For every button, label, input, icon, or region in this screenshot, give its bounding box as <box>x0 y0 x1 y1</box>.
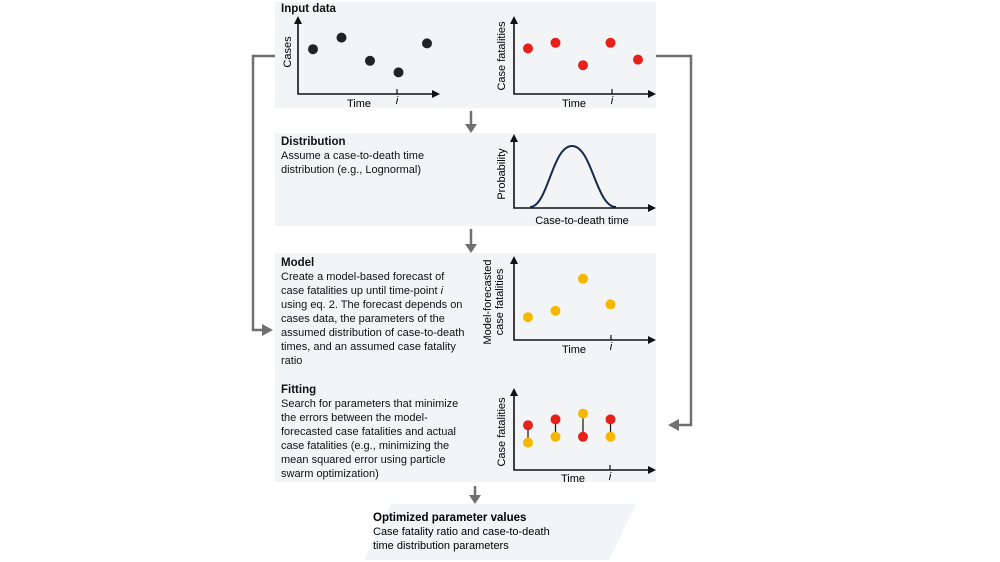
actual-fatality-point <box>605 414 616 425</box>
output-body-line2: time distribution parameters <box>373 540 509 552</box>
distribution-body: Assume a case-to-death time distribution… <box>281 150 425 176</box>
model-ylabel-line1: Model-forecasted <box>482 260 494 345</box>
model-title: Model <box>281 257 315 269</box>
forecast-fatality-point <box>578 408 588 419</box>
model-ylabel-line2: case fatalities <box>494 268 506 335</box>
arrowhead <box>469 495 481 504</box>
forecast-fatality-point <box>550 431 561 442</box>
connector-lines <box>251 54 693 496</box>
fatalities-data-point <box>578 60 588 71</box>
cases-data-point <box>365 55 375 66</box>
fatalities-axes <box>513 22 650 95</box>
forecast-data-point <box>605 299 616 310</box>
fitting-tick-i: i <box>609 471 612 483</box>
arrowhead <box>465 244 477 253</box>
cases-data-point <box>308 44 318 55</box>
fatalities-tick-i: i <box>611 95 614 107</box>
fatalities-data-point <box>605 37 616 48</box>
lognormal-curve <box>529 144 617 208</box>
arrowhead <box>668 419 679 431</box>
forecast-data-point <box>578 273 588 284</box>
fatalities-data-point <box>633 54 643 65</box>
actual-fatality-point <box>578 431 588 442</box>
cases-tick-i: i <box>396 95 399 107</box>
output-title: Optimized parameter values <box>373 512 526 524</box>
input-data-panel <box>275 2 656 108</box>
cases-ylabel: Cases <box>282 36 294 68</box>
fitting-ylabel: Case fatalities <box>496 397 508 467</box>
fatalities-dots <box>523 37 643 71</box>
fatalities-xlabel: Time <box>562 98 586 110</box>
arrowhead <box>262 324 273 336</box>
input-data-title: Input data <box>281 3 336 15</box>
model-axes <box>513 262 650 341</box>
distribution-title: Distribution <box>281 136 346 148</box>
cases-data-point <box>393 67 404 78</box>
distribution-panel <box>275 133 656 226</box>
actual-fatality-point <box>523 420 533 431</box>
cases-xlabel: Time <box>347 98 371 110</box>
fitting-xlabel: Time <box>561 473 585 485</box>
cases-dots <box>308 32 432 78</box>
distribution-xlabel: Case-to-death time <box>535 215 629 227</box>
forecast-data-point <box>523 312 533 323</box>
actual-fatality-point <box>550 414 561 425</box>
fitting-title: Fitting <box>281 384 317 396</box>
output-body-line1: Case fatality ratio and case-to-death <box>373 526 550 538</box>
fatalities-ylabel: Case fatalities <box>496 21 508 91</box>
model-xlabel: Time <box>562 344 586 356</box>
arrow-fatalities-to-fitting <box>656 54 693 427</box>
fatalities-data-point <box>550 37 561 48</box>
cases-data-point <box>422 38 432 49</box>
model-fitting-panel <box>275 253 656 482</box>
fitting-axes <box>513 394 650 471</box>
distribution-ylabel: Probability <box>496 148 508 200</box>
output-box <box>364 504 636 560</box>
arrow-cases-to-model <box>251 54 275 332</box>
cases-data-point <box>336 32 347 43</box>
distribution-axes <box>513 140 650 209</box>
arrowhead <box>465 124 477 133</box>
fitting-dots <box>523 408 616 448</box>
model-tick-i: i <box>610 341 613 353</box>
fatalities-data-point <box>523 43 533 54</box>
fitting-body: Search for parameters that minimize the … <box>281 398 459 480</box>
model-dots <box>523 273 616 323</box>
cases-axes <box>297 22 434 95</box>
forecast-fatality-point <box>605 431 616 442</box>
forecast-fatality-point <box>523 437 533 448</box>
forecast-data-point <box>550 305 561 316</box>
model-body: Create a model-based forecast of case fa… <box>281 271 465 367</box>
